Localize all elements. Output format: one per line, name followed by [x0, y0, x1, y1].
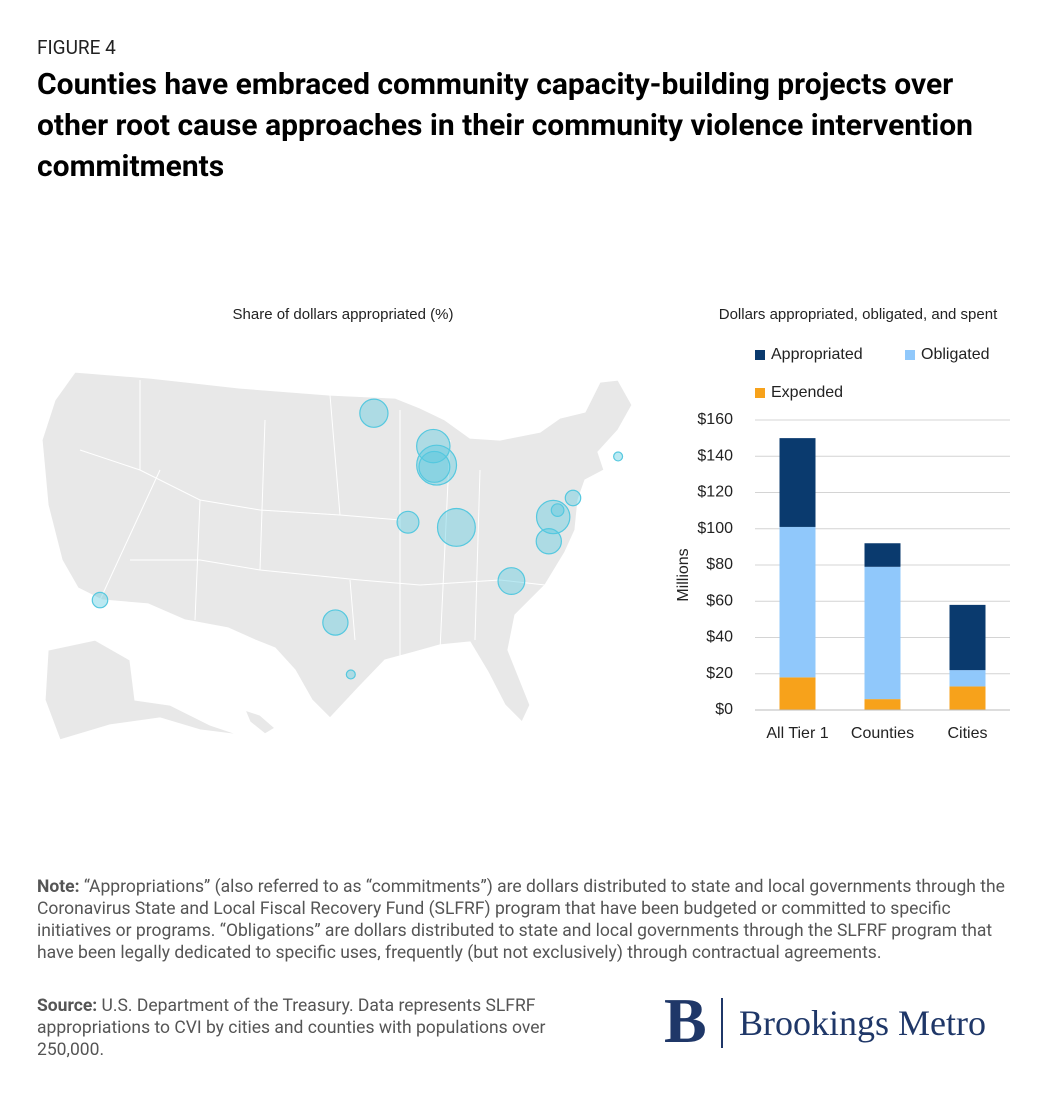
figure-label: FIGURE 4: [37, 36, 116, 59]
bar-segment: [949, 604, 986, 671]
legend-label: Expended: [771, 384, 843, 401]
bubble: [418, 450, 451, 483]
y-tick-label: $20: [706, 665, 733, 682]
map-lower48: [41, 371, 633, 724]
bar-segment: [779, 438, 816, 527]
source: Source: U.S. Department of the Treasury.…: [37, 995, 597, 1061]
note: Note: “Appropriations” (also referred to…: [37, 876, 1012, 964]
legend-swatch: [905, 350, 915, 360]
legend-swatch: [755, 388, 765, 398]
y-tick-label: $140: [697, 447, 733, 464]
bar-segment: [864, 699, 901, 710]
chart-title: Dollars appropriated, obligated, and spe…: [719, 306, 998, 323]
y-axis-label: Millions: [675, 548, 692, 601]
bubble: [564, 489, 582, 507]
border: [79, 380, 546, 660]
logo-text: Brookings Metro: [739, 1003, 986, 1043]
note-label: Note:: [37, 877, 80, 897]
y-tick-label: $160: [697, 411, 733, 428]
y-tick-label: $120: [697, 484, 733, 501]
y-tick-label: $60: [706, 592, 733, 609]
state-borders: [79, 380, 546, 660]
bubble: [322, 609, 349, 636]
bubble: [497, 567, 526, 596]
bubble: [91, 591, 109, 609]
bar-segment: [949, 686, 986, 710]
title: Counties have embraced community capacit…: [37, 67, 973, 184]
bar-segment: [949, 670, 986, 687]
legend-label: Obligated: [921, 346, 990, 363]
x-tick-label: Counties: [851, 725, 914, 742]
bar-segment: [779, 677, 816, 710]
map-title: Share of dollars appropriated (%): [233, 306, 454, 323]
bar-segment: [779, 526, 816, 678]
bubble: [416, 444, 458, 486]
bubble: [345, 669, 356, 680]
legend-label: Appropriated: [771, 346, 863, 363]
bubble: [396, 510, 420, 534]
bubble: [550, 503, 565, 518]
logo-mark: B: [664, 985, 707, 1056]
bar-segment: [864, 543, 901, 567]
us-map: [41, 371, 633, 741]
y-tick-label: $0: [715, 701, 733, 718]
y-tick-label: $100: [697, 520, 733, 537]
note-text: “Appropriations” (also referred to as “c…: [37, 877, 1005, 963]
source-label: Source:: [37, 996, 98, 1016]
bubble: [535, 499, 571, 535]
bubble: [359, 398, 389, 428]
map-hawaii: [243, 709, 277, 735]
y-tick-label: $80: [706, 556, 733, 573]
source-text: U.S. Department of the Treasury. Data re…: [37, 996, 546, 1060]
x-tick-label: Cities: [947, 725, 987, 742]
bubble: [436, 507, 476, 547]
legend-swatch: [755, 350, 765, 360]
logo-divider: [721, 998, 723, 1048]
bubble: [535, 528, 563, 555]
x-tick-label: All Tier 1: [766, 725, 828, 742]
charts: Share of dollars appropriated (%) Dollars…: [41, 306, 1010, 742]
y-tick-label: $40: [706, 629, 733, 646]
bar-segment: [864, 566, 901, 700]
map-alaska: [44, 639, 241, 741]
bubble: [613, 451, 624, 462]
